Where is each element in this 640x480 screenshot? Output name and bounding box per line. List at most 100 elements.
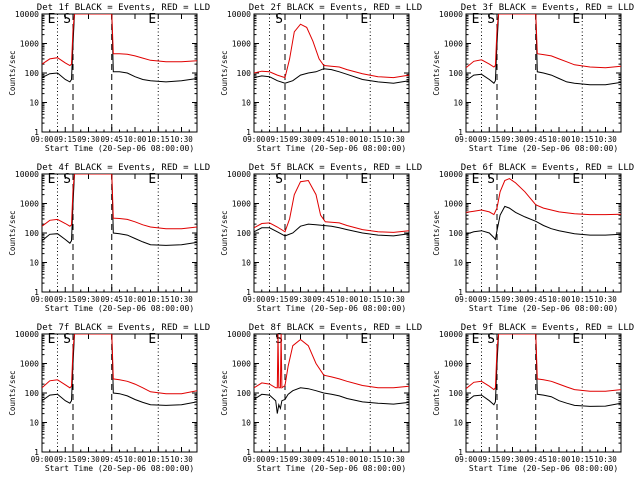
- chart-title: Det 8f BLACK = Events, RED = LLD: [249, 323, 422, 333]
- y-tick-label: 10000: [227, 170, 251, 179]
- x-tick-label: 09:45: [312, 455, 335, 464]
- y-tick-label: 1: [458, 288, 463, 297]
- y-tick-label: 100: [449, 389, 464, 398]
- plot-frame: [41, 173, 198, 293]
- marker-letter-E: E: [572, 12, 580, 27]
- x-tick-label: 09:15: [478, 455, 501, 464]
- x-tick-label: 09:45: [524, 135, 547, 144]
- chart-title: Det 4f BLACK = Events, RED = LLD: [37, 163, 210, 173]
- x-tick-label: 09:45: [100, 455, 123, 464]
- x-tick-label: 09:45: [100, 135, 123, 144]
- x-axis-label: Start Time (20-Sep-06 08:00:00): [45, 464, 194, 473]
- x-tick-label: 09:00: [243, 455, 266, 464]
- x-tick-label: 10:15: [147, 135, 170, 144]
- y-tick-label: 100: [237, 69, 252, 78]
- x-axis-label: Start Time (20-Sep-06 08:00:00): [45, 144, 194, 153]
- marker-letter-E: E: [148, 12, 156, 27]
- chart-title: Det 5f BLACK = Events, RED = LLD: [249, 163, 422, 173]
- chart-panel-7: Det 7f BLACK = Events, RED = LLD 1 10 100 10…: [8, 323, 210, 473]
- x-tick-label: 09:00: [243, 135, 266, 144]
- series-line-lld: [254, 334, 409, 389]
- x-tick-label: 10:00: [124, 135, 147, 144]
- x-tick-label: 09:15: [266, 295, 289, 304]
- series-line-lld: [42, 334, 197, 395]
- marker-letter-E: E: [48, 12, 56, 27]
- chart-panel-6: Det 6f BLACK = Events, RED = LLD 1 10 100 10…: [432, 163, 634, 313]
- x-tick-label: 10:30: [382, 135, 405, 144]
- series-line-events: [254, 223, 409, 237]
- plot-frame: [465, 333, 622, 453]
- y-tick-label: 100: [449, 69, 464, 78]
- y-tick-label: 1000: [20, 200, 39, 209]
- marker-letter-S: S: [487, 12, 495, 27]
- marker-letter-E: E: [360, 332, 368, 347]
- x-tick-label: 10:15: [359, 135, 382, 144]
- x-axis-label: Start Time (20-Sep-06 08:00:00): [257, 144, 406, 153]
- x-tick-label: 10:00: [336, 455, 359, 464]
- chart-panel-5: Det 5f BLACK = Events, RED = LLD 1 10 100 10…: [220, 163, 422, 313]
- marker-letter-E: E: [472, 172, 480, 187]
- y-tick-label: 10000: [227, 330, 251, 339]
- y-axis-label: Counts/sec: [432, 210, 441, 255]
- marker-letter-S: S: [275, 12, 283, 27]
- y-tick-label: 10: [453, 259, 463, 268]
- plot-frame: [253, 173, 410, 293]
- y-axis-label: Counts/sec: [8, 370, 17, 415]
- x-tick-label: 10:30: [594, 295, 617, 304]
- x-tick-label: 10:00: [124, 455, 147, 464]
- series-line-lld: [254, 23, 409, 79]
- x-tick-label: 10:15: [571, 455, 594, 464]
- y-tick-label: 100: [25, 69, 40, 78]
- x-tick-label: 10:15: [359, 455, 382, 464]
- x-tick-label: 09:45: [100, 295, 123, 304]
- y-tick-label: 1: [34, 288, 39, 297]
- y-axis-label: Counts/sec: [220, 370, 229, 415]
- x-axis-label: Start Time (20-Sep-06 08:00:00): [469, 144, 618, 153]
- x-tick-label: 10:15: [147, 455, 170, 464]
- x-tick-label: 09:30: [501, 135, 524, 144]
- x-tick-label: 10:30: [382, 455, 405, 464]
- y-tick-label: 10000: [439, 10, 463, 19]
- y-tick-label: 10: [453, 99, 463, 108]
- x-tick-label: 10:30: [170, 455, 193, 464]
- y-tick-label: 100: [25, 389, 40, 398]
- y-tick-label: 1: [34, 448, 39, 457]
- marker-letter-S: S: [275, 332, 283, 347]
- plot-frame: [41, 13, 198, 133]
- x-tick-label: 09:30: [289, 455, 312, 464]
- x-tick-label: 09:45: [312, 295, 335, 304]
- y-tick-label: 10000: [15, 170, 39, 179]
- series-line-lld: [42, 14, 197, 67]
- y-tick-label: 10000: [15, 10, 39, 19]
- marker-letter-E: E: [360, 12, 368, 27]
- chart-panel-9: Det 9f BLACK = Events, RED = LLD 1 10 100 10…: [432, 323, 634, 473]
- x-tick-label: 09:15: [54, 135, 77, 144]
- x-tick-label: 10:30: [170, 135, 193, 144]
- x-tick-label: 09:30: [77, 455, 100, 464]
- x-tick-label: 09:15: [54, 455, 77, 464]
- x-tick-label: 10:00: [336, 295, 359, 304]
- plot-frame: [253, 13, 410, 133]
- chart-panel-3: Det 3f BLACK = Events, RED = LLD 1 10 100 10…: [432, 3, 634, 153]
- y-tick-label: 1: [458, 128, 463, 137]
- x-axis-label: Start Time (20-Sep-06 08:00:00): [257, 464, 406, 473]
- y-tick-label: 10000: [227, 10, 251, 19]
- series-line-lld: [42, 174, 197, 230]
- y-axis-label: Counts/sec: [432, 50, 441, 95]
- series-line-lld: [466, 334, 621, 392]
- y-tick-label: 10000: [439, 330, 463, 339]
- series-line-events: [466, 205, 621, 241]
- marker-letter-S: S: [487, 332, 495, 347]
- x-tick-label: 10:00: [548, 295, 571, 304]
- x-tick-label: 09:15: [478, 135, 501, 144]
- chart-title: Det 9f BLACK = Events, RED = LLD: [461, 323, 634, 333]
- chart-title: Det 3f BLACK = Events, RED = LLD: [461, 3, 634, 13]
- series-line-events: [254, 387, 409, 414]
- series-line-lld: [466, 178, 621, 216]
- y-tick-label: 1: [458, 448, 463, 457]
- x-tick-label: 10:00: [548, 135, 571, 144]
- x-tick-label: 09:00: [31, 135, 54, 144]
- y-axis-label: Counts/sec: [432, 370, 441, 415]
- y-tick-label: 1: [34, 128, 39, 137]
